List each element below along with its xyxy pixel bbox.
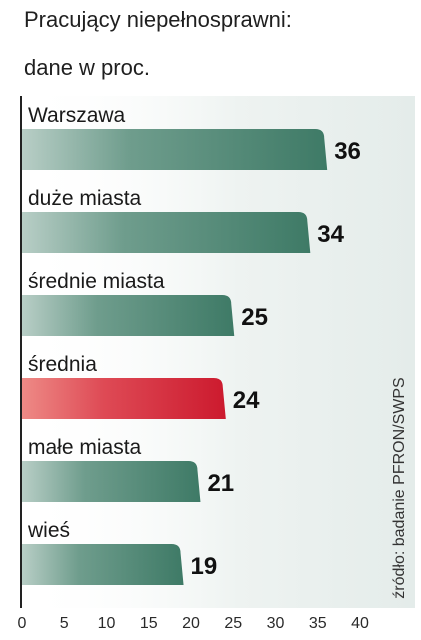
category-label: średnie miasta <box>28 270 165 293</box>
x-tick-label: 30 <box>267 615 285 632</box>
chart-title-line-1: Pracujący niepełnosprawni: <box>24 7 292 32</box>
bar <box>22 544 184 585</box>
category-label: średnia <box>28 353 97 376</box>
x-tick-label: 5 <box>60 615 69 632</box>
value-label: 25 <box>241 304 268 331</box>
value-label: 36 <box>334 138 361 165</box>
category-label: duże miasta <box>28 187 142 210</box>
bar <box>22 295 235 336</box>
x-tick-label: 15 <box>140 615 158 632</box>
x-axis-ticks: 0 5 10 15 20 25 30 35 40 <box>18 615 369 632</box>
x-tick-label: 40 <box>351 615 369 632</box>
bar <box>22 212 311 253</box>
bar-highlighted <box>22 378 226 419</box>
x-tick-label: 35 <box>309 615 327 632</box>
value-label: 21 <box>207 470 234 497</box>
x-tick-label: 0 <box>18 615 27 632</box>
bars-layer: Warszawa 36 duże miasta 34 średnie miasta 25 ś… <box>22 104 361 585</box>
category-label: małe miasta <box>28 436 142 459</box>
value-label: 24 <box>233 387 260 414</box>
value-label: 19 <box>191 553 218 580</box>
plot-background <box>22 96 415 608</box>
x-tick-label: 20 <box>182 615 200 632</box>
value-label: 34 <box>317 221 344 248</box>
bar <box>22 129 328 170</box>
source-note: źródło: badanie PFRON/SWPS <box>391 377 408 599</box>
chart-title-line-2: dane w proc. <box>24 55 150 80</box>
category-label: Warszawa <box>28 104 126 127</box>
x-tick-label: 10 <box>98 615 116 632</box>
x-tick-label: 25 <box>224 615 242 632</box>
bar <box>22 461 201 502</box>
category-label: wieś <box>27 519 70 542</box>
